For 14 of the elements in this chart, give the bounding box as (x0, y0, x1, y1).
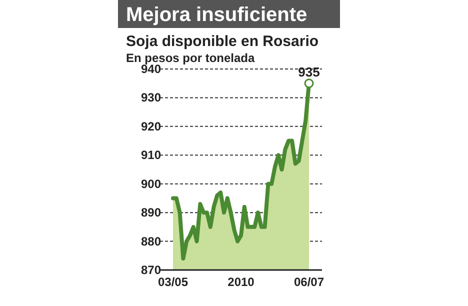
x-tick-label: 03/05 (158, 275, 188, 289)
y-tick-label: 930 (140, 90, 162, 105)
y-tick-label: 890 (140, 206, 162, 220)
y-tick-label: 880 (140, 234, 162, 248)
chart-title: Mejora insuficiente (126, 4, 308, 26)
x-tick-label: 2010 (228, 275, 255, 289)
y-tick-label: 910 (140, 148, 162, 162)
data-label: 935 (298, 64, 320, 80)
chart-subtitle: Soja disponible en Rosario (126, 33, 319, 50)
y-axis-title: En pesos por tonelada (126, 51, 256, 65)
y-tick-label: 920 (140, 119, 162, 134)
y-tick-label: 900 (140, 176, 162, 191)
x-tick-label: 06/07 (294, 275, 324, 289)
y-tick-label: 870 (140, 263, 162, 277)
